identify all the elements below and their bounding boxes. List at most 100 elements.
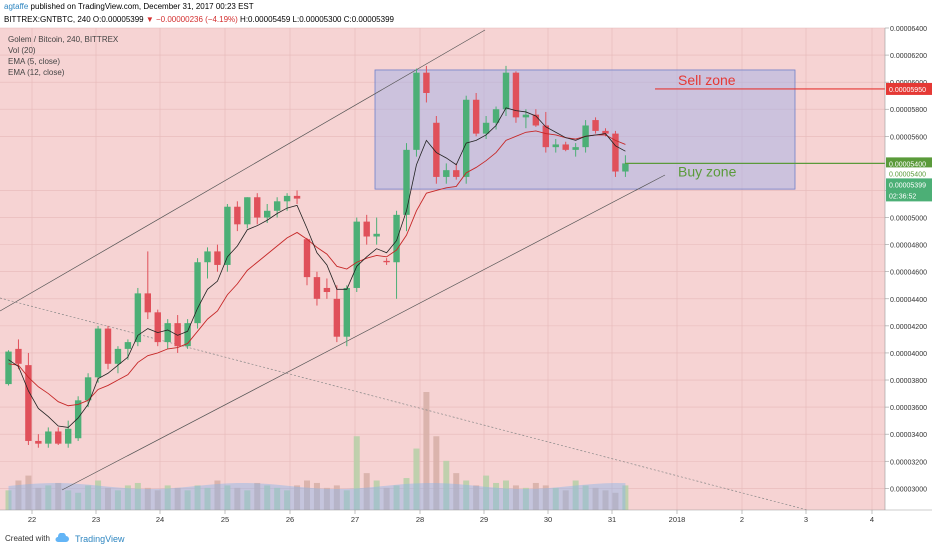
candle-body <box>542 125 549 148</box>
price-axis[interactable]: 0.00003000 0.00003200 0.00003400 0.00003600… <box>885 26 927 493</box>
volume-bar <box>413 448 420 510</box>
candle-body <box>303 239 311 278</box>
candle-body <box>343 287 350 337</box>
x-tick-label: 2018 <box>669 515 686 524</box>
volume-bar <box>512 485 519 510</box>
volume-bar <box>224 485 231 510</box>
y-tick-label: 0.00003000 <box>890 486 927 493</box>
legend-entry: EMA (5, close) <box>8 57 60 66</box>
volume-bar <box>383 487 390 510</box>
candle-body <box>602 130 609 134</box>
volume-bar <box>144 487 151 510</box>
tradingview-brand[interactable]: TradingView <box>75 534 125 544</box>
y-tick-label: 0.00003400 <box>890 432 927 439</box>
volume-bar <box>5 490 12 510</box>
volume-bar <box>214 480 221 510</box>
price-change: ▼ −0.00000236 (−4.19%) <box>145 15 238 24</box>
buy-price-label: 0.00005400 <box>889 161 926 168</box>
candle-body <box>453 170 460 177</box>
volume-bar <box>582 485 589 510</box>
candle-body <box>463 99 470 177</box>
candle-body <box>323 287 331 293</box>
volume-bar <box>622 485 629 510</box>
volume-bar <box>363 473 370 510</box>
candle-body <box>353 221 360 288</box>
candle-body <box>532 114 540 126</box>
symbol-ohlc: BITTREX:GNTBTC, 240 O:0.00005399 <box>4 15 146 24</box>
sell-price-label-bg <box>886 82 932 95</box>
volume-bar <box>35 487 42 510</box>
y-tick-label: 0.00003600 <box>890 405 927 412</box>
publish-info: agtaffe published on TradingView.com, De… <box>4 2 254 11</box>
chart-header: agtaffe published on TradingView.com, De… <box>0 0 932 28</box>
countdown-label-bg <box>886 189 932 202</box>
volume-bar <box>453 473 460 510</box>
volume-bar <box>105 487 111 510</box>
candle-body <box>393 214 400 263</box>
footer: Created with TradingView <box>0 528 932 550</box>
volume-bar <box>45 485 52 510</box>
volume-bars <box>5 392 629 510</box>
candle-body <box>522 114 530 118</box>
x-tick-label: 25 <box>221 515 229 524</box>
candle-body <box>94 328 102 378</box>
candle-body <box>612 133 619 172</box>
volume-bar <box>602 490 609 510</box>
candles <box>5 65 629 448</box>
candle-body <box>273 201 281 211</box>
candle-body <box>363 221 370 237</box>
volume-bar <box>532 482 539 510</box>
tradingview-cloud-icon <box>55 533 69 542</box>
x-tick-label: 22 <box>28 515 36 524</box>
volume-bar <box>254 482 261 510</box>
chart-legend: Golem / Bitcoin, 240, BITTREX Vol (20) EMA… <box>8 35 119 77</box>
volume-bar <box>204 487 211 510</box>
candle-body <box>224 206 231 265</box>
volume-bar <box>134 482 141 510</box>
buy-zone-label: Buy zone <box>678 163 737 179</box>
volume-bar <box>164 485 171 510</box>
volume-bar <box>294 485 301 510</box>
candle-body <box>35 440 42 444</box>
candle-body <box>194 262 201 324</box>
candle-body <box>45 431 52 444</box>
candlestick-chart[interactable]: Sell zone Buy zone Golem / Bitcoin, 240,… <box>0 0 932 528</box>
volume-bar <box>274 487 281 510</box>
candle-body <box>383 260 390 263</box>
candle-body <box>313 277 321 299</box>
y-tick-label: 0.00006200 <box>890 53 927 60</box>
x-tick-label: 4 <box>870 515 874 524</box>
time-axis[interactable]: 22 23 24 25 26 27 28 29 30 31 2018 2 3 4 <box>28 510 874 524</box>
last-price-label: 0.00005400 <box>889 171 926 178</box>
candle-body <box>15 348 22 364</box>
x-tick-label: 26 <box>286 515 294 524</box>
candle-body <box>154 312 161 343</box>
author-link[interactable]: agtaffe <box>4 2 29 11</box>
volume-bar <box>393 485 400 510</box>
candle-body <box>214 251 221 265</box>
candle-body <box>492 109 500 123</box>
volume-bar <box>323 487 330 510</box>
x-tick-label: 30 <box>544 515 552 524</box>
volume-bar <box>284 490 291 510</box>
y-tick-label: 0.00005000 <box>890 216 927 223</box>
candle-body <box>423 72 430 93</box>
volume-bar <box>353 436 360 510</box>
volume-bar <box>463 480 470 510</box>
y-tick-label: 0.00004400 <box>890 297 927 304</box>
sell-zone-label: Sell zone <box>678 72 736 88</box>
volume-bar <box>95 480 102 510</box>
candle-body <box>592 120 599 131</box>
hlc-values: H:0.00005459 L:0.00005300 C:0.00005399 <box>237 15 394 24</box>
current-price-label-bg <box>886 178 932 191</box>
x-tick-label: 27 <box>351 515 359 524</box>
candle-body <box>562 144 569 150</box>
volume-bar <box>503 480 509 510</box>
volume-bar <box>343 490 350 510</box>
time-axis-background <box>0 510 885 528</box>
candle-body <box>413 72 420 150</box>
y-tick-label: 0.00005600 <box>890 134 927 141</box>
volume-bar <box>25 475 32 510</box>
x-tick-label: 3 <box>804 515 808 524</box>
candle-body <box>74 400 82 439</box>
